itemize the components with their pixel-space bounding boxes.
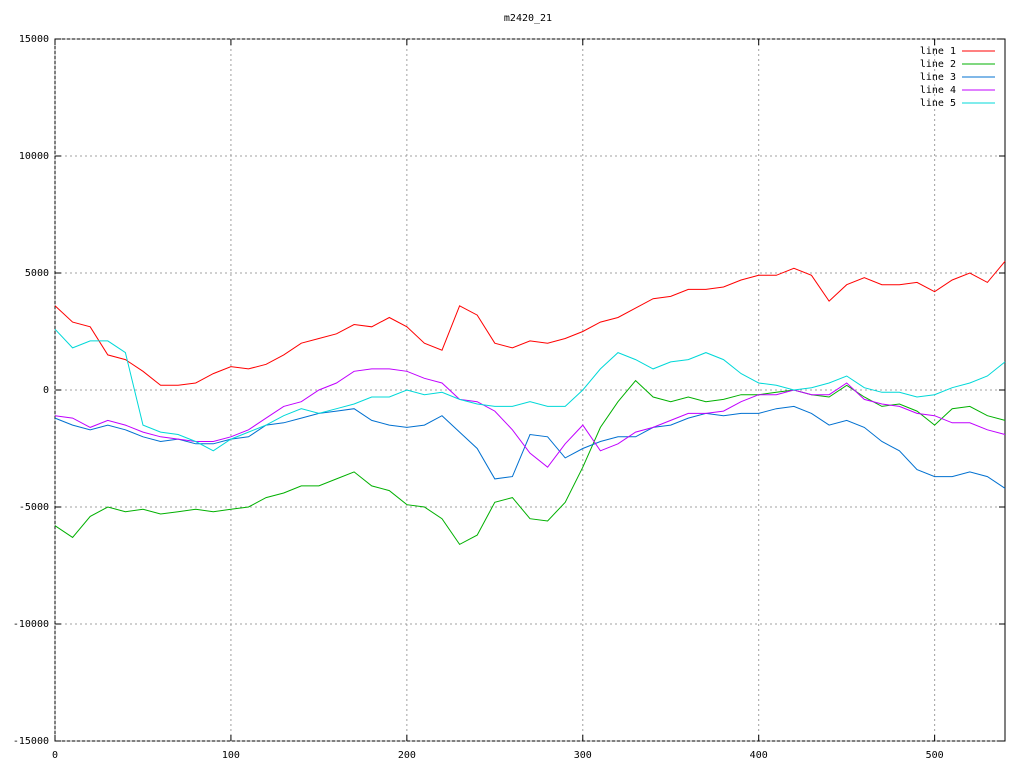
y-tick-label: 10000 <box>19 151 49 162</box>
y-tick-label: -5000 <box>19 502 49 513</box>
x-tick-label: 0 <box>52 750 58 761</box>
chart-title: m2420_21 <box>504 13 552 24</box>
x-tick-label: 300 <box>574 750 592 761</box>
series-line <box>54 405 1006 489</box>
legend-label: line 5 <box>920 98 956 109</box>
series-line <box>54 379 1006 546</box>
y-tick-label: -10000 <box>13 619 49 630</box>
x-tick-label: 100 <box>222 750 240 761</box>
y-tick-label: -15000 <box>13 736 49 747</box>
x-tick-label: 200 <box>398 750 416 761</box>
series-line <box>54 328 1006 452</box>
legend-label: line 4 <box>920 85 956 96</box>
legend-label: line 2 <box>920 59 956 70</box>
x-tick-label: 500 <box>926 750 944 761</box>
series-line <box>54 368 1006 468</box>
series-line <box>54 260 1006 386</box>
legend-label: line 1 <box>920 46 956 57</box>
x-tick-label: 400 <box>750 750 768 761</box>
legend-label: line 3 <box>920 72 956 83</box>
y-tick-label: 15000 <box>19 34 49 45</box>
y-tick-label: 0 <box>43 385 49 396</box>
y-tick-label: 5000 <box>25 268 49 279</box>
